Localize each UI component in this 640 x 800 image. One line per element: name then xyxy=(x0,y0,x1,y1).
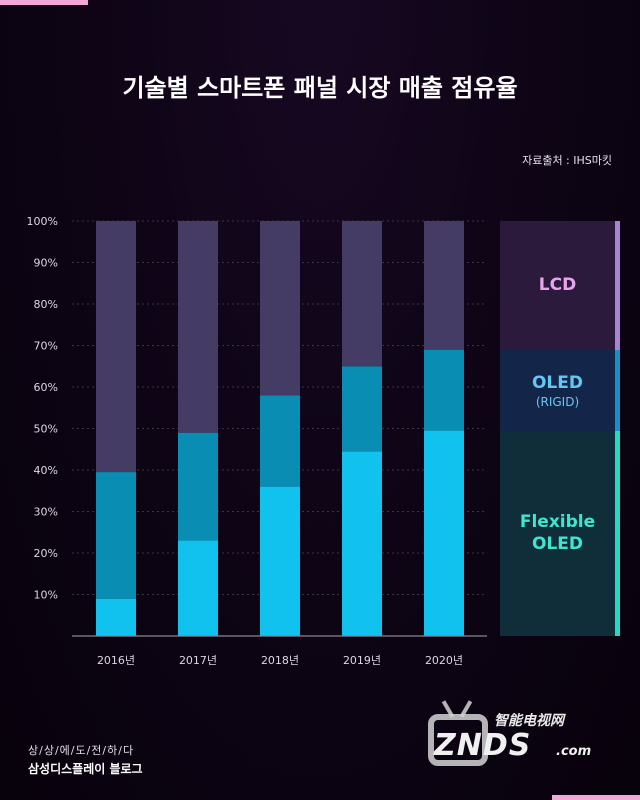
legend-flexible-oled-label: Flexible OLED xyxy=(519,512,596,555)
bar-segment xyxy=(178,221,218,433)
bar-segment xyxy=(178,432,218,541)
y-tick-label: 100% xyxy=(27,215,58,228)
footer-tagline: 상/상/에/도/전/하/다 xyxy=(28,744,135,757)
bar-segment xyxy=(342,451,382,636)
legend-flexible-oled-stripe xyxy=(615,430,620,636)
watermark-domain-text: .com xyxy=(556,744,592,759)
tv-icon xyxy=(428,714,488,766)
x-tick-label: 2020년 xyxy=(425,654,463,667)
bottom-right-accent-bar xyxy=(552,795,640,800)
legend-lcd: LCD xyxy=(500,221,615,350)
bar-segment xyxy=(96,472,136,599)
bar-segment xyxy=(342,221,382,367)
chart-title: 기술별 스마트폰 패널 시장 매출 점유율 xyxy=(122,74,518,102)
x-tick-label: 2018년 xyxy=(261,654,299,667)
x-tick-label: 2017년 xyxy=(179,654,217,667)
source-note: 자료출처 : IHS마킷 xyxy=(522,154,612,167)
watermark-cn-text: 智能电视网 xyxy=(494,713,564,729)
legend-flexible-oled: Flexible OLED xyxy=(500,430,615,636)
legend-lcd-label: LCD xyxy=(538,275,577,296)
y-tick-label: 20% xyxy=(34,547,58,560)
bar-segment xyxy=(260,221,300,396)
y-tick-label: 50% xyxy=(34,423,58,436)
znds-watermark-logo: 智能电视网 ZNDS .com xyxy=(428,698,608,778)
legend-oled-rigid-stripe xyxy=(615,349,620,431)
legend: LCD OLED (RIGID) Flexible OLED xyxy=(500,221,620,636)
y-tick-label: 80% xyxy=(34,298,58,311)
bar-segment xyxy=(260,486,300,636)
watermark-main-text: ZNDS xyxy=(434,728,532,763)
y-tick-label: 90% xyxy=(34,257,58,270)
y-tick-label: 30% xyxy=(34,506,58,519)
legend-lcd-stripe xyxy=(615,221,620,350)
y-tick-label: 70% xyxy=(34,340,58,353)
bar-segment xyxy=(342,366,382,452)
legend-oled-rigid-label: OLED xyxy=(531,372,583,393)
legend-oled-rigid-sublabel: (RIGID) xyxy=(535,394,580,409)
bar-segment xyxy=(96,221,136,473)
top-left-accent-bar xyxy=(0,0,88,5)
y-tick-label: 10% xyxy=(34,589,58,602)
bar-segment xyxy=(260,395,300,487)
bar-segment xyxy=(424,221,464,350)
bar-segment xyxy=(96,598,136,636)
x-tick-label: 2016년 xyxy=(97,654,135,667)
legend-oled-rigid: OLED (RIGID) xyxy=(500,349,615,431)
x-tick-label: 2019년 xyxy=(343,654,381,667)
y-tick-label: 40% xyxy=(34,464,58,477)
bar-segment xyxy=(424,430,464,636)
stacked-bar-chart: 10% 20% 30% 40% 50% 60% 70% 80% 90% 100% 2016년 2017… xyxy=(27,215,487,667)
y-tick-label: 60% xyxy=(34,381,58,394)
bar-segment xyxy=(424,349,464,431)
bar-segment xyxy=(178,540,218,636)
footer-blog-name: 삼성디스플레이 블로그 xyxy=(28,762,143,776)
